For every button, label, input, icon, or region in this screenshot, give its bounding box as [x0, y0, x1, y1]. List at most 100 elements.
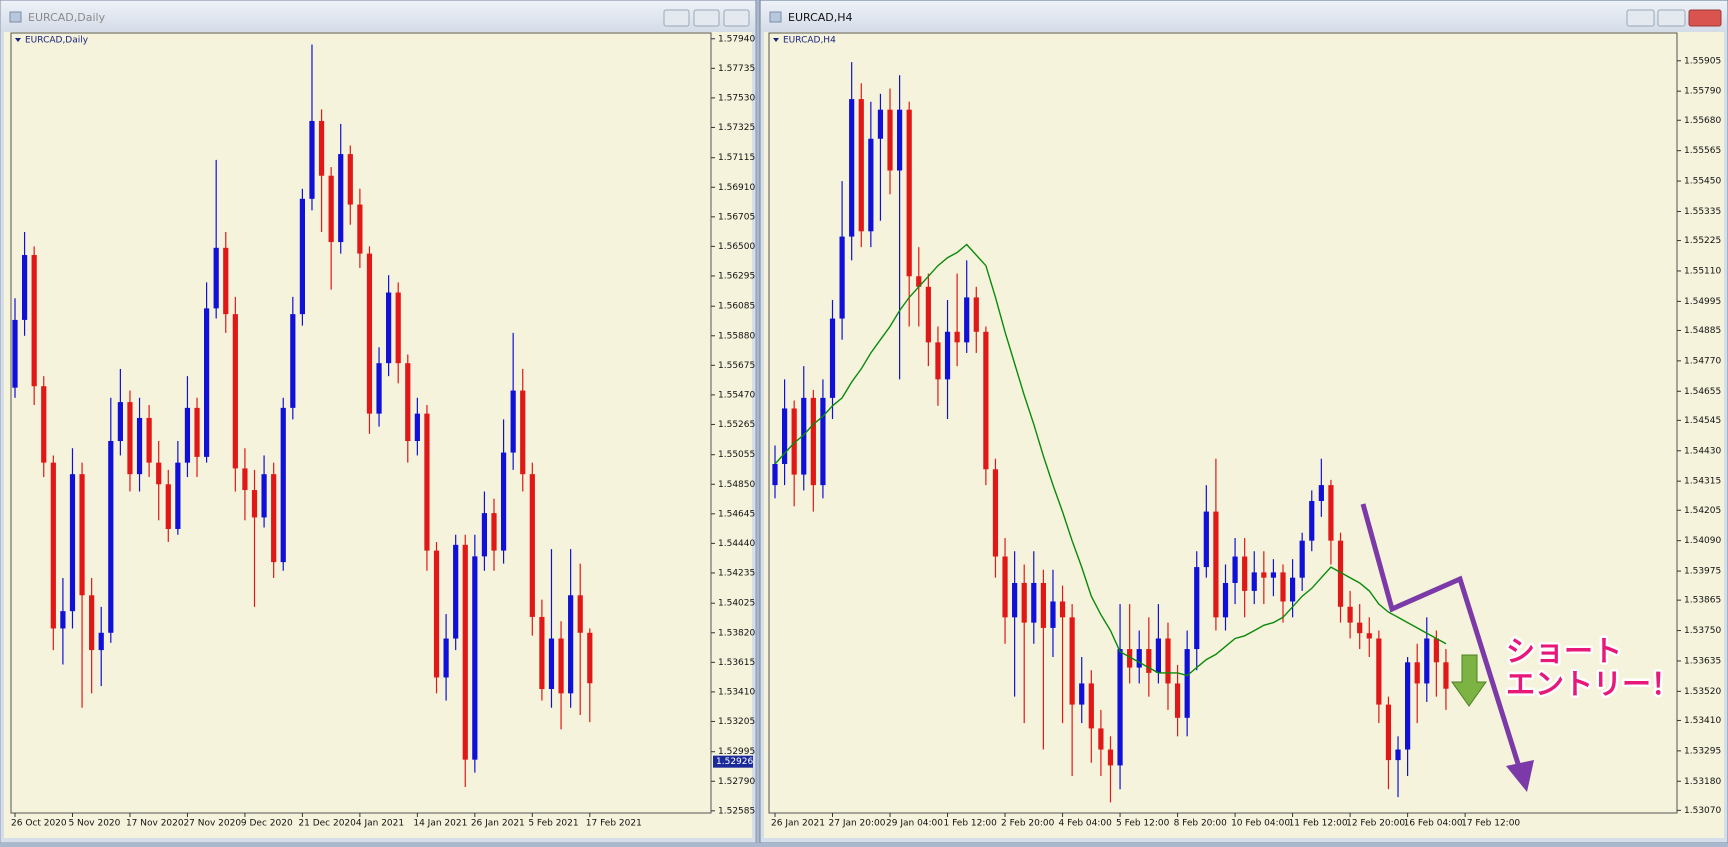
- candle-body: [204, 308, 210, 457]
- x-tick-label: 10 Feb 04:00: [1231, 819, 1290, 829]
- y-tick-label: 1.54430: [1684, 446, 1721, 456]
- candle-body: [1002, 556, 1008, 618]
- candle-body: [1031, 582, 1037, 623]
- candle-body: [1098, 728, 1104, 750]
- candle-body: [1127, 649, 1133, 668]
- candle-body: [79, 474, 85, 596]
- y-tick-label: 1.54545: [1684, 416, 1721, 426]
- title-bar[interactable]: [761, 1, 1727, 32]
- y-tick-label: 1.54655: [1684, 387, 1721, 397]
- window-icon: [769, 11, 782, 23]
- y-tick-label: 1.53975: [1684, 567, 1721, 577]
- close-button[interactable]: [723, 9, 750, 27]
- x-tick-label: 26 Oct 2020: [11, 819, 67, 829]
- candle-body: [849, 99, 855, 237]
- candle-body: [577, 595, 583, 633]
- x-tick-label: 27 Nov 2020: [183, 819, 241, 829]
- candle-body: [973, 297, 979, 332]
- y-tick-label: 1.53820: [718, 628, 755, 638]
- y-tick-label: 1.53635: [1684, 656, 1721, 666]
- candle-body: [1395, 749, 1401, 761]
- candle-body: [1021, 582, 1027, 623]
- y-tick-label: 1.52995: [718, 747, 755, 757]
- plots: EURCAD,Daily 1.57940 1.57735 1.57530 1.57325…: [11, 34, 1721, 828]
- y-tick-label: 1.55225: [1684, 236, 1721, 246]
- candle-body: [89, 595, 95, 651]
- y-tick-label: 1.54440: [718, 539, 755, 549]
- maximize-button[interactable]: [693, 9, 720, 27]
- chart: EURCAD,Daily 1.57940 1.57735 1.57530 1.57325…: [11, 34, 755, 828]
- candle-body: [328, 175, 334, 243]
- y-tick-label: 1.54315: [1684, 477, 1721, 487]
- candle-body: [280, 407, 286, 563]
- candle-body: [1424, 638, 1430, 684]
- candle-body: [1261, 572, 1267, 578]
- candle-body: [338, 154, 344, 243]
- candle-body: [1433, 638, 1439, 663]
- candle-body: [232, 314, 238, 469]
- title-bar[interactable]: [1, 1, 755, 32]
- x-tick-label: 4 Feb 04:00: [1059, 819, 1113, 829]
- x-tick-label: 5 Nov 2020: [68, 819, 120, 829]
- x-tick-label: 8 Feb 20:00: [1174, 819, 1228, 829]
- candle-body: [1376, 638, 1382, 705]
- candle-body: [1318, 485, 1324, 501]
- candle-body: [858, 99, 864, 232]
- x-tick-label: 12 Feb 20:00: [1346, 819, 1405, 829]
- candle-body: [906, 109, 912, 277]
- candle-body: [897, 109, 903, 171]
- candle-body: [309, 120, 315, 199]
- candle-body: [1117, 649, 1123, 766]
- x-tick-label: 27 Jan 20:00: [829, 819, 886, 829]
- chart-title: EURCAD,H4: [783, 36, 836, 46]
- candle-body: [117, 402, 123, 442]
- y-tick-label: 1.54885: [1684, 326, 1721, 336]
- candle-body: [1184, 649, 1190, 718]
- annotation-text: エントリー！: [1506, 667, 1680, 701]
- candle-body: [1040, 582, 1046, 628]
- candle-body: [213, 247, 219, 309]
- candle-body: [1385, 704, 1392, 761]
- candle-body: [223, 247, 229, 315]
- window-h4: EURCAD,H4: [759, 0, 1728, 844]
- y-tick-label: 1.54090: [1684, 536, 1721, 546]
- candle-body: [472, 556, 478, 760]
- plot-border: [768, 32, 1678, 814]
- window-title: EURCAD,Daily: [28, 11, 106, 24]
- y-tick-label: 1.55055: [718, 450, 755, 460]
- candle-body: [146, 417, 152, 463]
- candle-body: [1012, 582, 1018, 618]
- y-tick-label: 1.53180: [1684, 777, 1721, 787]
- candle-body: [31, 255, 37, 387]
- candle-body: [839, 236, 845, 319]
- y-tick-label: 1.56910: [718, 183, 755, 193]
- candle-body: [868, 138, 874, 232]
- y-tick-label: 1.54205: [1684, 506, 1721, 516]
- candle-body: [1213, 511, 1219, 618]
- candle-body: [539, 616, 545, 690]
- y-tick-label: 1.57325: [718, 123, 755, 133]
- minimize-button[interactable]: [663, 9, 690, 27]
- minimize-button[interactable]: [1626, 9, 1655, 27]
- window-icon: [9, 11, 22, 23]
- candle-body: [462, 544, 468, 760]
- y-tick-label: 1.55790: [1684, 87, 1721, 97]
- moving-average: [774, 243, 1447, 677]
- candle-body: [548, 638, 555, 690]
- candle-body: [405, 363, 411, 442]
- candle-body: [1443, 662, 1449, 689]
- candle-body: [810, 397, 816, 486]
- maximize-button[interactable]: [1657, 9, 1686, 27]
- close-button[interactable]: [1688, 9, 1722, 27]
- candle-body: [887, 109, 893, 171]
- candle-body: [1222, 582, 1229, 618]
- candle-body: [376, 363, 382, 414]
- y-tick-label: 1.55450: [1684, 177, 1721, 187]
- candle-body: [820, 397, 826, 486]
- candle-body: [41, 386, 47, 463]
- candle-body: [1328, 485, 1334, 541]
- y-tick-label: 1.56500: [718, 242, 755, 252]
- candle-body: [1299, 540, 1305, 578]
- y-tick-label: 1.52790: [718, 777, 755, 787]
